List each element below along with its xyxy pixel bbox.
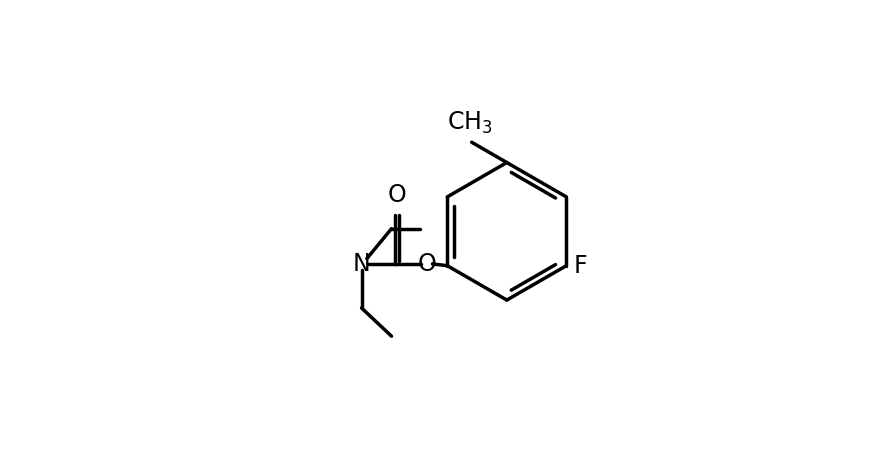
Text: F: F: [574, 254, 588, 278]
Text: O: O: [418, 252, 436, 276]
Text: O: O: [388, 184, 407, 207]
Text: N: N: [353, 252, 370, 276]
Text: CH$_3$: CH$_3$: [447, 110, 493, 136]
